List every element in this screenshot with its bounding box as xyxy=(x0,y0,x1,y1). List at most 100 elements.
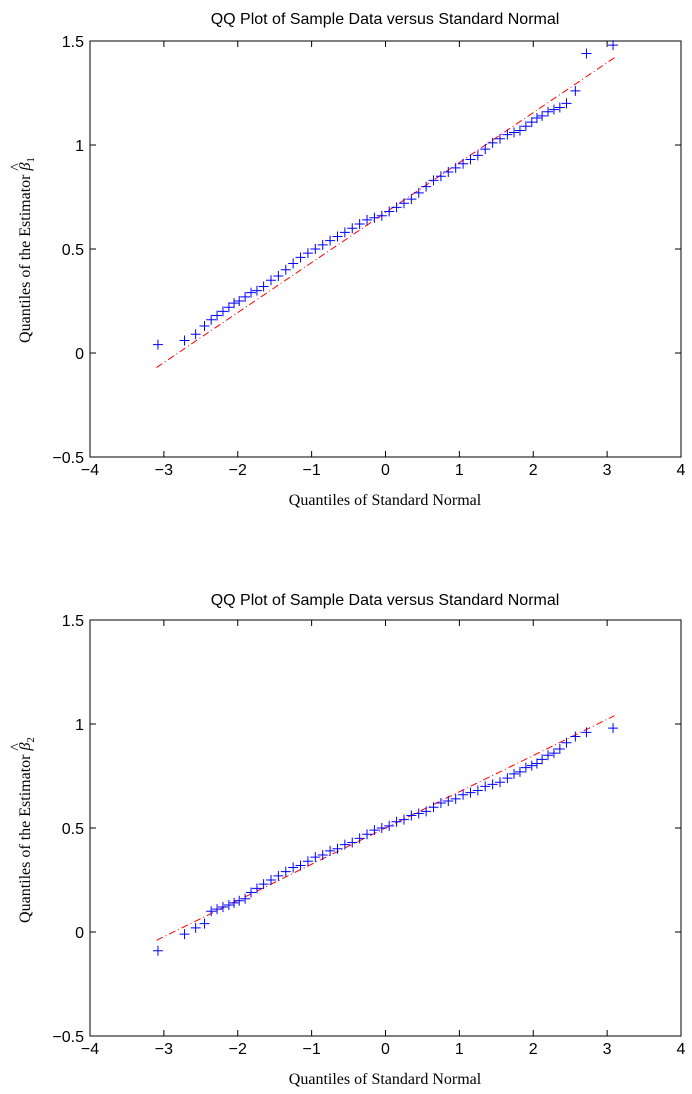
y-axis-label-symbol: β xyxy=(17,743,34,752)
data-point xyxy=(384,820,395,831)
data-point xyxy=(443,795,454,806)
data-point xyxy=(217,306,228,317)
y-tick-label: −0.5 xyxy=(52,450,84,467)
data-point xyxy=(152,339,163,350)
data-point xyxy=(199,918,210,929)
data-point xyxy=(347,223,358,234)
x-tick-label: 3 xyxy=(603,1041,612,1058)
data-point xyxy=(206,314,217,325)
data-point xyxy=(526,117,537,128)
data-point xyxy=(234,296,245,306)
qq-plot-beta2: QQ Plot of Sample Data versus Standard N… xyxy=(8,592,686,1088)
x-tick-label: −2 xyxy=(229,462,247,479)
data-point xyxy=(280,264,291,275)
data-point xyxy=(443,167,454,178)
x-tick-label: 4 xyxy=(677,462,686,479)
data-point xyxy=(526,760,537,771)
data-point xyxy=(179,929,190,940)
data-point xyxy=(398,814,409,825)
data-point xyxy=(317,239,328,250)
x-tick-label: −1 xyxy=(303,1041,321,1058)
data-point xyxy=(581,48,592,59)
data-point xyxy=(428,802,439,813)
data-point xyxy=(465,787,476,798)
data-point xyxy=(369,212,380,223)
plot-area: −4 −3 −2 −1 0 1 2 3 4 −0.5 0 0.5 1 1.5 xyxy=(52,34,685,479)
data-point xyxy=(332,231,343,242)
data-point xyxy=(509,768,520,779)
data-point xyxy=(487,779,498,790)
data-point xyxy=(199,320,210,331)
x-tick-label: −4 xyxy=(81,1041,99,1058)
chart-title: QQ Plot of Sample Data versus Standard N… xyxy=(211,11,560,28)
y-tick-label: 1.5 xyxy=(62,613,84,630)
data-point xyxy=(234,895,245,906)
svg-text:Quantiles of the Estimator β1: Quantiles of the Estimator β1 xyxy=(17,157,37,343)
data-point xyxy=(223,899,234,910)
data-point xyxy=(240,291,251,302)
y-axis-label-text: Quantiles of the Estimator xyxy=(17,751,34,923)
y-tick-label: 1 xyxy=(75,717,84,734)
axes-box xyxy=(89,40,682,458)
data-point xyxy=(548,104,559,115)
data-point xyxy=(347,837,358,848)
data-point xyxy=(537,110,548,121)
data-point xyxy=(502,773,513,784)
data-point xyxy=(339,839,350,850)
data-point xyxy=(495,777,506,788)
x-tick-label: 0 xyxy=(381,462,390,479)
data-point xyxy=(548,748,559,759)
data-point xyxy=(190,922,201,933)
data-point xyxy=(310,244,321,254)
data-point xyxy=(458,789,469,800)
data-point xyxy=(362,214,373,225)
data-point xyxy=(465,154,476,165)
data-point xyxy=(495,133,506,144)
data-point xyxy=(265,275,276,286)
data-point xyxy=(391,202,402,213)
data-point xyxy=(376,823,387,833)
chart-title: QQ Plot of Sample Data versus Standard N… xyxy=(211,592,560,609)
plot-area: −4 −3 −2 −1 0 1 2 3 4 −0.5 0 0.5 1 1.5 xyxy=(52,613,685,1058)
data-point xyxy=(435,171,446,182)
data-point xyxy=(223,302,234,313)
data-point xyxy=(406,194,417,205)
data-point xyxy=(509,127,520,138)
data-point xyxy=(421,806,432,817)
data-point xyxy=(339,227,350,238)
data-point xyxy=(246,887,257,898)
data-point xyxy=(514,125,525,136)
x-tick-label: 2 xyxy=(529,462,538,479)
x-axis-label: Quantiles of Standard Normal xyxy=(289,492,482,509)
data-point xyxy=(581,727,592,738)
x-tick-label: 1 xyxy=(455,462,464,479)
data-point xyxy=(480,144,491,155)
data-point xyxy=(325,235,336,246)
data-point xyxy=(302,856,313,867)
x-tick-label: 1 xyxy=(455,1041,464,1058)
data-point xyxy=(421,181,432,192)
data-point xyxy=(435,798,446,809)
data-point xyxy=(280,866,291,877)
data-point xyxy=(480,781,491,792)
data-point xyxy=(229,897,240,908)
y-axis-label-subscript: 1 xyxy=(25,157,37,163)
data-point xyxy=(251,285,262,296)
data-point xyxy=(288,258,299,269)
svg-text:Quantiles of the Estimator β2: Quantiles of the Estimator β2 xyxy=(17,737,37,923)
data-point xyxy=(554,743,565,754)
x-tick-label: −1 xyxy=(303,462,321,479)
data-point xyxy=(369,825,380,836)
data-point xyxy=(251,883,262,894)
data-point xyxy=(212,310,223,321)
data-point xyxy=(265,875,276,885)
y-tick-label: −0.5 xyxy=(52,1029,84,1046)
data-point xyxy=(354,219,365,230)
x-tick-label: 0 xyxy=(381,1041,390,1058)
data-point xyxy=(362,829,373,840)
y-axis-label-hat: ^ xyxy=(8,163,25,171)
y-axis-label: Quantiles of the Estimator β2 ^ xyxy=(8,737,37,923)
data-point xyxy=(520,121,531,132)
data-point xyxy=(450,162,461,173)
data-point xyxy=(317,850,328,861)
